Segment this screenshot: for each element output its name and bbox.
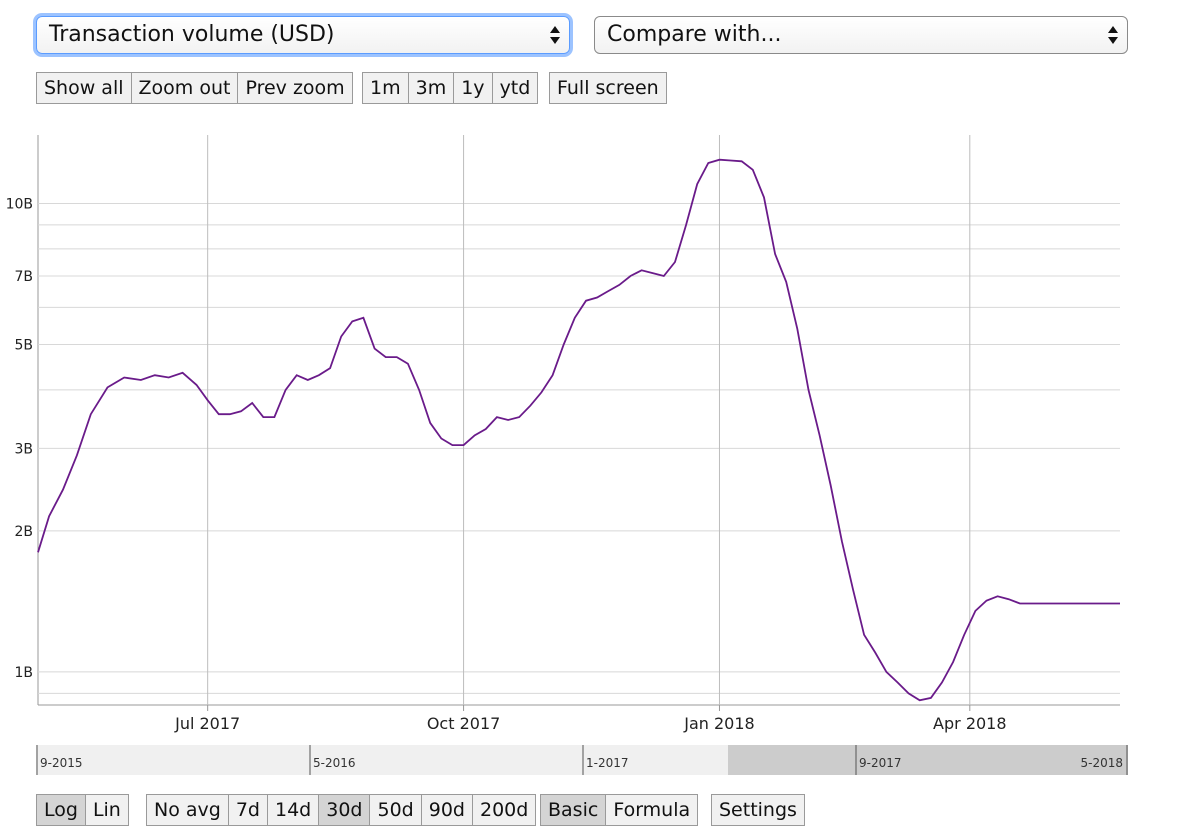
avg-none-button[interactable]: No avg (146, 794, 228, 826)
navigator-label: 9-2015 (40, 756, 83, 770)
avg-30d-button[interactable]: 30d (318, 794, 370, 826)
scale-log-button[interactable]: Log (36, 794, 85, 826)
series-line-transaction-volume (37, 158, 1120, 702)
select-arrows-icon (1108, 26, 1118, 44)
mode-button-group: Basic Formula (540, 794, 699, 826)
grid-layer (37, 135, 1120, 711)
select-arrows-icon (550, 26, 560, 44)
avg-200d-button[interactable]: 200d (471, 794, 537, 826)
navigator-label: 5-2018 (1080, 756, 1123, 770)
avg-50d-button[interactable]: 50d (369, 794, 421, 826)
range-3m-button[interactable]: 3m (407, 72, 454, 104)
transaction-volume-chart[interactable]: 1B 2B 3B 5B 7B 10B Jul 2017 Oct 2017 Jan 2018 Ap… (0, 0, 1200, 790)
y-tick-label: 5B (14, 337, 33, 353)
fullscreen-button[interactable]: Full screen (549, 72, 667, 104)
y-tick-label: 7B (14, 269, 33, 285)
x-tick-label: Jul 2017 (174, 714, 240, 733)
mode-formula-button[interactable]: Formula (605, 794, 699, 826)
scale-lin-button[interactable]: Lin (84, 794, 129, 826)
mode-basic-button[interactable]: Basic (540, 794, 606, 826)
y-tick-label: 2B (14, 524, 33, 540)
range-1y-button[interactable]: 1y (453, 72, 492, 104)
x-tick-label: Oct 2017 (427, 714, 500, 733)
metric-select-value: Transaction volume (USD) (49, 22, 335, 47)
zoom-out-button[interactable]: Zoom out (130, 72, 238, 104)
compare-select-value: Compare with... (607, 22, 782, 47)
y-tick-label: 1B (14, 665, 33, 681)
settings-button-group: Settings (711, 794, 805, 826)
x-tick-label: Jan 2018 (683, 714, 754, 733)
range-navigator[interactable]: 9-2015 5-2016 1-2017 9-2017 5-2018 (36, 745, 1128, 775)
prev-zoom-button[interactable]: Prev zoom (237, 72, 353, 104)
range-1m-button[interactable]: 1m (362, 72, 408, 104)
avg-90d-button[interactable]: 90d (420, 794, 472, 826)
scale-button-group: Log Lin (36, 794, 129, 826)
avg-7d-button[interactable]: 7d (227, 794, 267, 826)
navigator-label: 1-2017 (586, 756, 629, 770)
zoom-button-group: Show all Zoom out Prev zoom (36, 72, 353, 104)
navigator-label: 5-2016 (313, 756, 356, 770)
navigator-label: 9-2017 (859, 756, 902, 770)
fullscreen-button-group: Full screen (549, 72, 667, 104)
x-axis-labels: Jul 2017 Oct 2017 Jan 2018 Apr 2018 (174, 714, 1006, 733)
show-all-button[interactable]: Show all (36, 72, 131, 104)
settings-button[interactable]: Settings (711, 794, 805, 826)
x-tick-label: Apr 2018 (933, 714, 1006, 733)
range-button-group: 1m 3m 1y ytd (362, 72, 539, 104)
y-tick-label: 10B (6, 196, 33, 212)
compare-select[interactable]: Compare with... (594, 16, 1128, 54)
y-axis-labels: 1B 2B 3B 5B 7B 10B (6, 196, 33, 680)
y-tick-label: 3B (14, 441, 33, 457)
navigator-selection (728, 745, 1128, 775)
range-ytd-button[interactable]: ytd (491, 72, 539, 104)
metric-select[interactable]: Transaction volume (USD) (36, 16, 570, 54)
avg-button-group: No avg 7d 14d 30d 50d 90d 200d (146, 794, 537, 826)
avg-14d-button[interactable]: 14d (266, 794, 319, 826)
